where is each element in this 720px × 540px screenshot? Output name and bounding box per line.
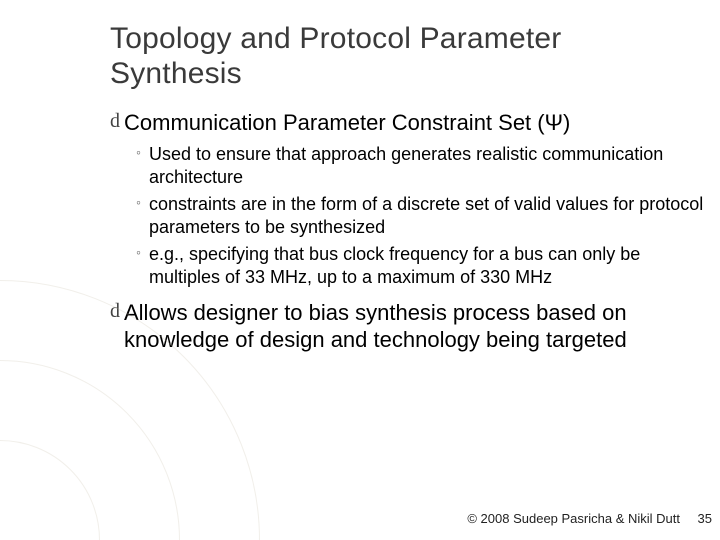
- bullet-icon: ◦: [136, 193, 141, 212]
- bullet-icon: d: [110, 109, 120, 134]
- slide: Topology and Protocol Parameter Synthesi…: [0, 0, 720, 540]
- decor-circle: [0, 440, 100, 540]
- bullet-text: Allows designer to bias synthesis proces…: [124, 299, 704, 354]
- slide-title: Topology and Protocol Parameter Synthesi…: [0, 22, 720, 91]
- slide-body: d Communication Parameter Constraint Set…: [0, 91, 720, 354]
- bullet-level1: d Allows designer to bias synthesis proc…: [110, 299, 704, 354]
- page-number: 35: [698, 511, 712, 526]
- decor-circle: [0, 360, 180, 540]
- bullet-icon: ◦: [136, 243, 141, 262]
- bullet-level2: ◦ Used to ensure that approach generates…: [110, 143, 704, 189]
- bullet-icon: ◦: [136, 143, 141, 162]
- bullet-level1: d Communication Parameter Constraint Set…: [110, 109, 704, 137]
- copyright-footer: © 2008 Sudeep Pasricha & Nikil Dutt: [467, 511, 680, 526]
- bullet-icon: d: [110, 299, 120, 324]
- bullet-text: constraints are in the form of a discret…: [149, 193, 704, 239]
- bullet-text: Used to ensure that approach generates r…: [149, 143, 704, 189]
- bullet-text: Communication Parameter Constraint Set (…: [124, 109, 570, 137]
- bullet-level2: ◦ constraints are in the form of a discr…: [110, 193, 704, 239]
- bullet-text: e.g., specifying that bus clock frequenc…: [149, 243, 704, 289]
- bullet-level2: ◦ e.g., specifying that bus clock freque…: [110, 243, 704, 289]
